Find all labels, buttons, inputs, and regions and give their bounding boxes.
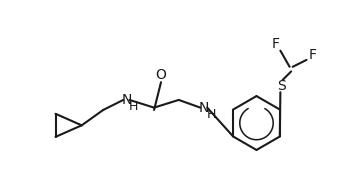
Text: F: F (272, 37, 280, 52)
Text: H: H (129, 100, 138, 113)
Text: O: O (155, 68, 166, 82)
Text: N: N (121, 93, 131, 107)
Text: F: F (309, 48, 317, 62)
Text: S: S (277, 79, 286, 93)
Text: H: H (207, 108, 216, 121)
Text: N: N (199, 101, 209, 115)
